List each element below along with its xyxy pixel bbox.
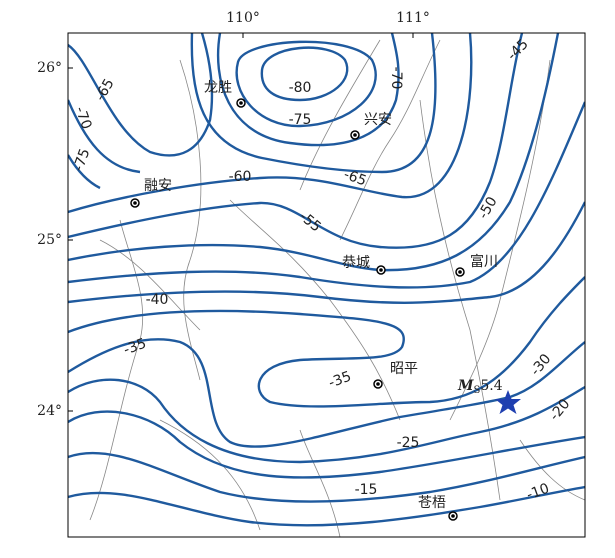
x-axis-label: 110° bbox=[226, 10, 260, 26]
epicenter-star bbox=[495, 390, 521, 414]
contour-label: -25 bbox=[397, 435, 420, 451]
contour-label: -65 bbox=[92, 76, 117, 104]
city-label: 苍梧 bbox=[418, 495, 446, 511]
city-dots bbox=[133, 101, 462, 518]
y-axis-label: 24° bbox=[37, 403, 62, 419]
contour-label: -35 bbox=[122, 336, 149, 359]
contour-label: -70 bbox=[388, 67, 404, 90]
contour-label: -60 bbox=[229, 169, 252, 185]
map-frame bbox=[67, 32, 586, 538]
y-axis-label: 26° bbox=[37, 60, 62, 76]
y-axis-label: 25° bbox=[37, 232, 62, 248]
contour-label: -55 bbox=[296, 209, 324, 236]
contour-label: -65 bbox=[342, 167, 369, 190]
event-subscript: S bbox=[474, 385, 481, 396]
contour-label: -45 bbox=[504, 36, 531, 63]
city-label: 恭城 bbox=[342, 255, 370, 271]
contours bbox=[68, 33, 585, 527]
contour-label: -50 bbox=[475, 194, 500, 222]
contour-label: -40 bbox=[146, 292, 169, 308]
axis-ticks bbox=[68, 33, 414, 412]
contour-label: -35 bbox=[327, 369, 354, 392]
city-label: 龙胜 bbox=[204, 80, 232, 96]
contour-label: -80 bbox=[289, 80, 312, 96]
contour-label: -30 bbox=[528, 351, 555, 379]
fault-lines bbox=[89, 39, 585, 537]
x-axis-label: 111° bbox=[396, 10, 430, 26]
contour-label: -15 bbox=[355, 482, 378, 498]
contour-label: -20 bbox=[547, 396, 574, 424]
event-symbol: M bbox=[457, 378, 474, 394]
contour-label: -70 bbox=[72, 105, 95, 132]
event-label: MS5.4 bbox=[457, 378, 503, 396]
city-label: 兴安 bbox=[364, 112, 392, 128]
event-magnitude: 5.4 bbox=[480, 378, 502, 394]
contour-label: -75 bbox=[289, 112, 312, 128]
city-label: 富川 bbox=[470, 253, 498, 270]
contour-labels: -80 -75 -70 -65 -60 -55 -50 -45 -65 -70 … bbox=[71, 36, 574, 503]
contour-label: -10 bbox=[525, 481, 552, 504]
city-label: 融安 bbox=[144, 178, 172, 194]
contour-label: -75 bbox=[71, 147, 94, 174]
city-label: 昭平 bbox=[390, 361, 418, 377]
